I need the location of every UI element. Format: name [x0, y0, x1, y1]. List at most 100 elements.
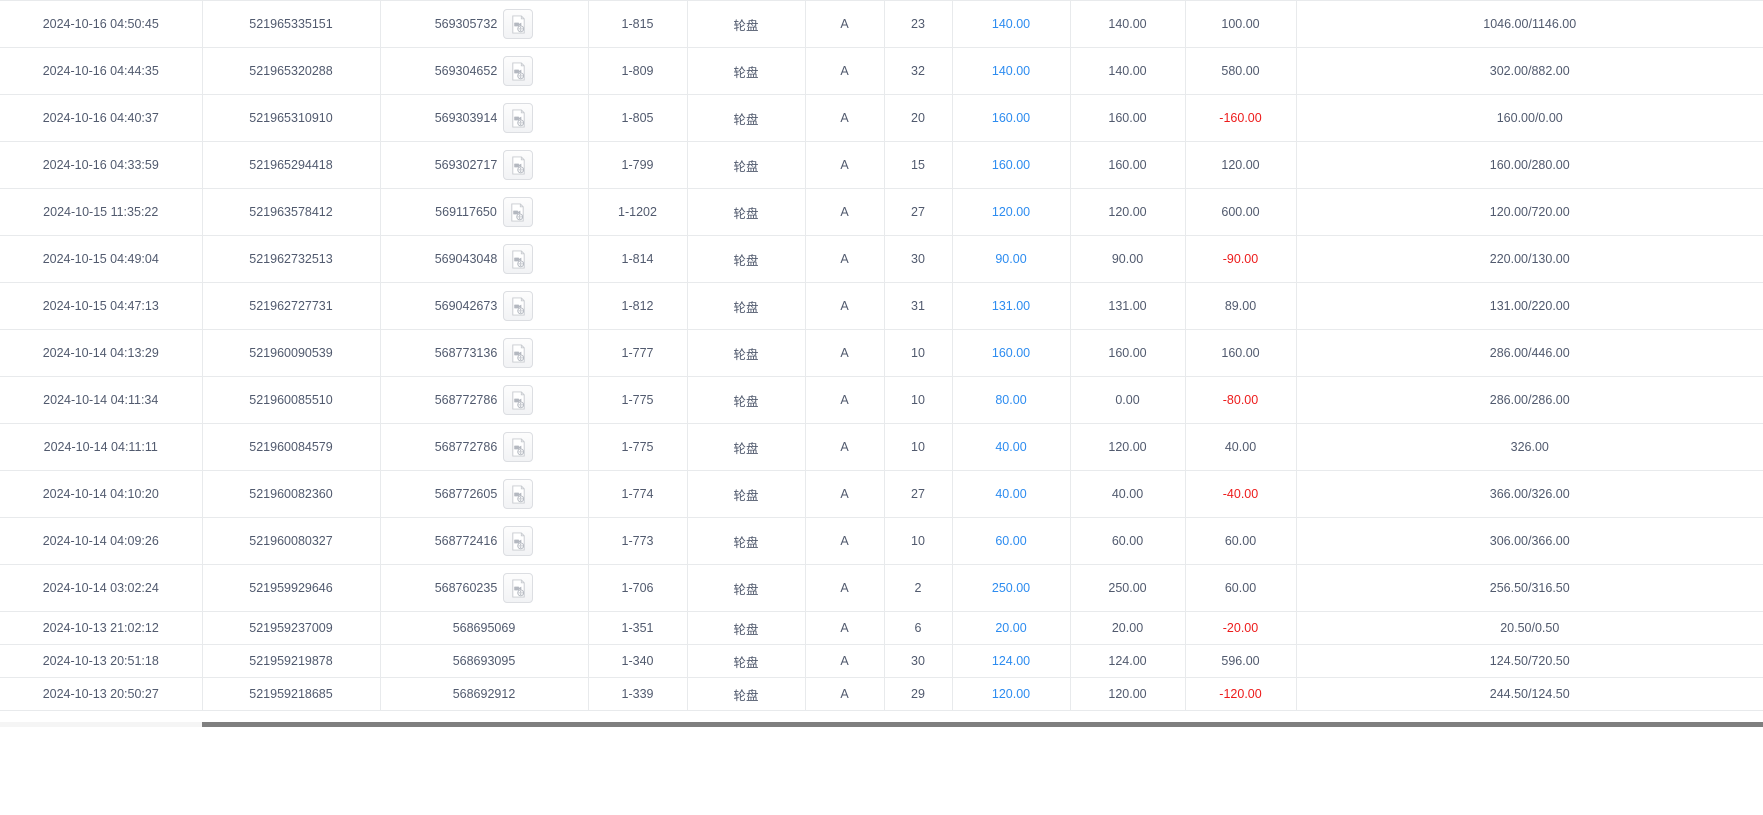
video-replay-button[interactable]	[503, 103, 534, 133]
cell-valid-bet: 90.00	[1070, 235, 1186, 283]
cell-result-number: 10	[884, 376, 953, 424]
video-replay-button[interactable]	[503, 291, 534, 321]
video-replay-button[interactable]	[503, 9, 534, 39]
bet-amount-link[interactable]: 140.00	[991, 64, 1031, 78]
video-replay-button[interactable]	[503, 573, 534, 603]
valid-bet: 160.00	[1108, 158, 1147, 172]
table-round: 1-777	[621, 346, 654, 360]
bet-amount-link[interactable]: 160.00	[991, 346, 1031, 360]
cell-result-number: 30	[884, 644, 953, 678]
cell-win-loss: 40.00	[1185, 423, 1297, 471]
bet-amount-link[interactable]: 80.00	[995, 393, 1027, 407]
desk-code: A	[840, 581, 849, 595]
cell-bet-amount: 60.00	[952, 517, 1071, 565]
cell-bet-id: 521959929646	[202, 564, 381, 612]
table-round: 1-351	[621, 621, 654, 635]
bet-amount-link[interactable]: 250.00	[991, 581, 1031, 595]
cell-round-id: 568693095	[380, 644, 589, 678]
table-round: 1-774	[621, 487, 654, 501]
desk-code: A	[840, 654, 849, 668]
valid-bet: 131.00	[1108, 299, 1147, 313]
cell-round-id: 568772605	[380, 470, 589, 518]
game-name: 轮盘	[733, 582, 759, 597]
horizontal-scrollbar-track[interactable]	[0, 722, 1763, 727]
video-replay-button[interactable]	[503, 338, 534, 368]
round-id: 569042673	[434, 299, 498, 313]
cell-game-name: 轮盘	[687, 376, 806, 424]
cell-table-round: 1-775	[588, 423, 688, 471]
cell-bet-time: 2024-10-14 04:09:26	[0, 517, 203, 565]
bet-time: 2024-10-14 04:13:29	[42, 346, 159, 360]
cell-balance: 1046.00/1146.00	[1296, 0, 1763, 48]
bet-amount-link[interactable]: 20.00	[995, 621, 1027, 635]
bet-time: 2024-10-15 04:47:13	[42, 299, 159, 313]
cell-balance: 302.00/882.00	[1296, 47, 1763, 95]
bet-amount-link[interactable]: 140.00	[991, 17, 1031, 31]
valid-bet: 160.00	[1108, 111, 1147, 125]
valid-bet: 140.00	[1108, 17, 1147, 31]
game-name: 轮盘	[733, 622, 759, 637]
cell-valid-bet: 20.00	[1070, 611, 1186, 645]
bet-amount-link[interactable]: 124.00	[991, 654, 1031, 668]
bet-amount-link[interactable]: 131.00	[991, 299, 1031, 313]
bet-amount-link[interactable]: 40.00	[995, 440, 1027, 454]
cell-bet-time: 2024-10-13 20:51:18	[0, 644, 203, 678]
cell-round-id: 569043048	[380, 235, 589, 283]
cell-bet-id: 521960085510	[202, 376, 381, 424]
result-number: 10	[911, 393, 925, 407]
bet-amount-link[interactable]: 90.00	[995, 252, 1027, 266]
desk-code: A	[840, 534, 849, 548]
cell-round-id: 568692912	[380, 677, 589, 711]
bet-time: 2024-10-15 04:49:04	[42, 252, 159, 266]
cell-game-name: 轮盘	[687, 644, 806, 678]
cell-desk-code: A	[805, 611, 885, 645]
cell-valid-bet: 120.00	[1070, 677, 1186, 711]
video-replay-button[interactable]	[503, 479, 534, 509]
cell-valid-bet: 140.00	[1070, 47, 1186, 95]
bet-amount-link[interactable]: 160.00	[991, 111, 1031, 125]
cell-result-number: 2	[884, 564, 953, 612]
bet-amount-link[interactable]: 40.00	[995, 487, 1027, 501]
cell-game-name: 轮盘	[687, 677, 806, 711]
table-row: 2024-10-16 04:50:45 521965335151 5693057…	[0, 0, 1763, 48]
table-row: 2024-10-15 04:47:13 521962727731 5690426…	[0, 282, 1763, 330]
bet-amount-link[interactable]: 120.00	[991, 687, 1031, 701]
round-id: 568772605	[434, 487, 498, 501]
round-id: 569043048	[434, 252, 498, 266]
cell-table-round: 1-351	[588, 611, 688, 645]
video-replay-button[interactable]	[503, 385, 534, 415]
cell-game-name: 轮盘	[687, 141, 806, 189]
cell-round-id: 569304652	[380, 47, 589, 95]
cell-table-round: 1-812	[588, 282, 688, 330]
cell-balance: 306.00/366.00	[1296, 517, 1763, 565]
video-replay-button[interactable]	[502, 197, 533, 227]
bet-id: 521963578412	[249, 205, 333, 219]
bet-amount-link[interactable]: 160.00	[991, 158, 1031, 172]
video-replay-button[interactable]	[503, 56, 534, 86]
video-replay-button[interactable]	[503, 150, 534, 180]
cell-valid-bet: 60.00	[1070, 517, 1186, 565]
table-row: 2024-10-14 04:11:34 521960085510 5687727…	[0, 376, 1763, 424]
cell-game-name: 轮盘	[687, 282, 806, 330]
cell-result-number: 23	[884, 0, 953, 48]
bet-amount-link[interactable]: 60.00	[995, 534, 1027, 548]
valid-bet: 60.00	[1111, 534, 1144, 548]
cell-result-number: 27	[884, 470, 953, 518]
bet-id: 521959237009	[249, 621, 333, 635]
win-loss: -160.00	[1219, 111, 1262, 125]
cell-round-id: 568695069	[380, 611, 589, 645]
cell-desk-code: A	[805, 47, 885, 95]
video-replay-button[interactable]	[503, 244, 534, 274]
win-loss: 100.00	[1221, 17, 1260, 31]
bet-amount-link[interactable]: 120.00	[991, 205, 1031, 219]
game-name: 轮盘	[733, 65, 759, 80]
cell-win-loss: -90.00	[1185, 235, 1297, 283]
video-replay-button[interactable]	[503, 432, 534, 462]
win-loss: 89.00	[1224, 299, 1257, 313]
round-id: 569117650	[435, 205, 497, 219]
cell-result-number: 10	[884, 423, 953, 471]
video-replay-button[interactable]	[503, 526, 534, 556]
horizontal-scrollbar-thumb[interactable]	[202, 722, 1763, 727]
bet-time: 2024-10-13 21:02:12	[42, 621, 159, 635]
cell-result-number: 29	[884, 677, 953, 711]
